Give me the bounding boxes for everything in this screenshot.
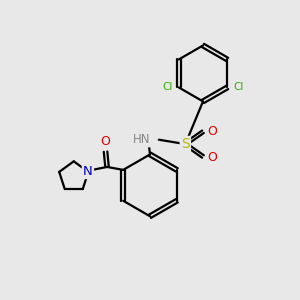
Text: N: N	[83, 165, 93, 178]
Text: O: O	[207, 125, 217, 138]
Text: Cl: Cl	[234, 82, 244, 92]
Text: O: O	[207, 151, 217, 164]
Text: S: S	[181, 137, 190, 151]
Text: O: O	[100, 135, 110, 148]
Text: Cl: Cl	[162, 82, 172, 92]
Text: HN: HN	[133, 133, 150, 146]
